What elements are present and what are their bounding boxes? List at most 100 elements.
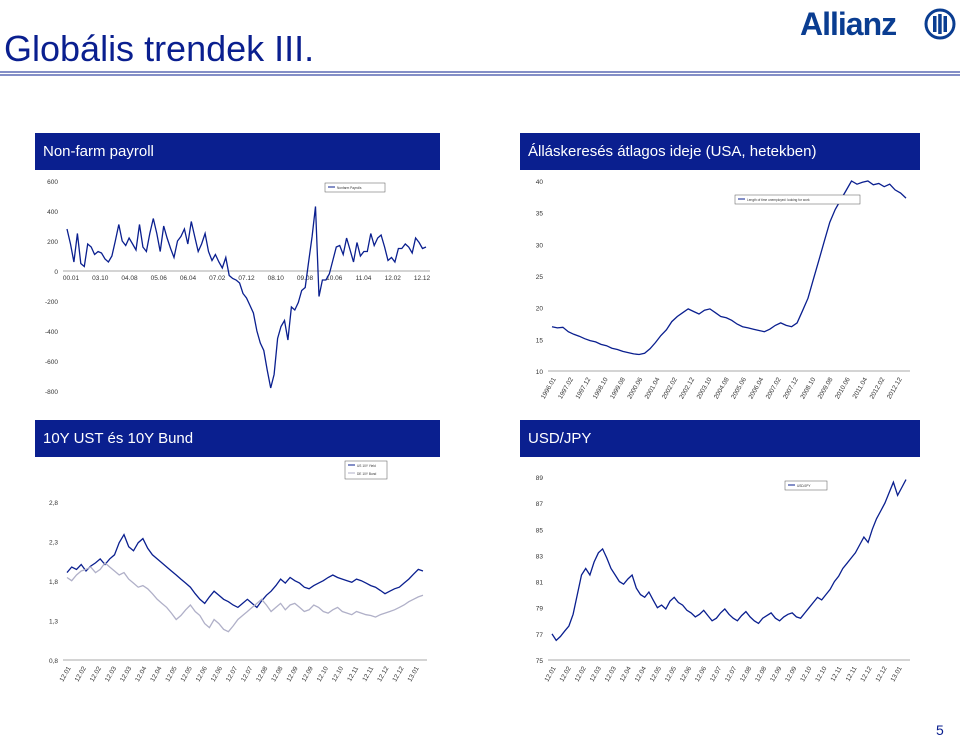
x-tick-label: 11.04 xyxy=(356,275,372,282)
y-tick-label: 20 xyxy=(536,306,544,313)
y-tick-label: 89 xyxy=(536,475,544,482)
x-tick-label: 07.12 xyxy=(238,275,255,282)
x-tick-label: 1996.01 xyxy=(540,376,558,400)
y-tick-label: 15 xyxy=(536,337,544,344)
x-tick-label: 12.05 xyxy=(664,665,678,683)
x-tick-label: 2003.10 xyxy=(696,376,714,400)
x-tick-label: 12.02 xyxy=(385,275,402,282)
x-tick-label: 1997.02 xyxy=(557,376,575,400)
y-tick-label: 83 xyxy=(536,553,544,560)
x-tick-label: 12.04 xyxy=(149,665,163,683)
x-tick-label: 12.09 xyxy=(301,665,315,683)
x-tick-label: 07.02 xyxy=(209,275,226,282)
y-tick-label: 2,3 xyxy=(49,540,58,547)
panel-title: 10Y UST és 10Y Bund xyxy=(35,420,440,457)
x-tick-label: 12.03 xyxy=(119,665,133,683)
x-tick-label: 12.05 xyxy=(180,665,194,683)
y-tick-label: 2,8 xyxy=(49,500,58,507)
x-tick-label: 12.03 xyxy=(604,665,618,683)
x-tick-label: 03.10 xyxy=(92,275,109,282)
x-tick-label: 2007.12 xyxy=(782,376,800,400)
y-tick-label: 30 xyxy=(536,242,544,249)
x-tick-label: 2005.06 xyxy=(730,376,748,400)
series-line-0 xyxy=(551,180,907,356)
y-tick-label: 79 xyxy=(536,606,544,613)
x-tick-label: 12.11 xyxy=(361,665,375,683)
legend-box xyxy=(324,182,386,193)
x-tick-label: 2002.02 xyxy=(661,376,679,400)
logo-text: Allianz xyxy=(800,6,897,42)
y-tick-label: 35 xyxy=(536,211,544,218)
title-underline xyxy=(0,71,960,76)
x-tick-label: 12.02 xyxy=(559,665,573,683)
y-tick-label: 75 xyxy=(536,658,544,665)
x-tick-label: 12.12 xyxy=(414,275,431,282)
panel-title: Álláskeresés átlagos ideje (USA, hetekbe… xyxy=(520,133,920,170)
x-tick-label: 12.05 xyxy=(164,665,178,683)
y-tick-label: 10 xyxy=(536,369,544,376)
x-tick-label: 2002.12 xyxy=(678,376,696,400)
x-tick-label: 12.09 xyxy=(285,665,299,683)
x-tick-label: 12.11 xyxy=(845,665,859,683)
x-tick-label: 12.08 xyxy=(739,665,753,683)
x-tick-label: 12.12 xyxy=(391,665,405,683)
x-tick-label: 2012.12 xyxy=(886,376,904,400)
x-tick-label: 12.07 xyxy=(225,665,239,683)
x-tick-label: 1998.10 xyxy=(592,376,610,400)
x-tick-label: 12.07 xyxy=(709,665,723,683)
x-tick-label: 12.02 xyxy=(74,665,88,683)
x-tick-label: 12.02 xyxy=(574,665,588,683)
y-tick-label: 25 xyxy=(536,274,544,281)
legend-label: Nonfarm Payrolls xyxy=(337,186,362,190)
x-tick-label: 12.02 xyxy=(89,665,103,683)
bond-yield-chart: 2,82,31,81,30,812.01 12.02 12.02 12.03 12.03… xyxy=(49,460,427,683)
x-tick-label: 12.09 xyxy=(784,665,798,683)
series-line-0 xyxy=(66,206,427,389)
y-tick-label: 1,3 xyxy=(49,619,58,626)
y-tick-label: -800 xyxy=(45,389,58,396)
series-line-1 xyxy=(66,561,424,633)
y-tick-label: -600 xyxy=(45,359,58,366)
x-tick-label: 12.03 xyxy=(589,665,603,683)
unemployment-duration-panel: Álláskeresés átlagos ideje (USA, hetekbe… xyxy=(520,133,920,418)
panel-title: USD/JPY xyxy=(520,420,920,457)
legend-label: US 10Y Yield xyxy=(357,464,376,468)
x-tick-label: 12.12 xyxy=(859,665,873,683)
x-tick-label: 2008.10 xyxy=(799,376,817,400)
x-tick-label: 2009.08 xyxy=(817,376,835,400)
x-tick-label: 12.06 xyxy=(195,665,209,683)
x-tick-label: 09.08 xyxy=(297,275,314,282)
nonfarm-payroll-panel: Non-farm payroll 600 400 200 0 -200 -400 -600 -… xyxy=(35,133,440,408)
page-number: 5 xyxy=(936,722,944,738)
panel-title: Non-farm payroll xyxy=(35,133,440,170)
x-tick-label: 12.04 xyxy=(134,665,148,683)
x-tick-label: 12.01 xyxy=(59,665,73,683)
y-tick-label: 400 xyxy=(47,209,58,216)
legend-label: DE 10Y Bund xyxy=(357,472,376,476)
x-tick-label: 12.06 xyxy=(679,665,693,683)
y-tick-label: -400 xyxy=(45,329,58,336)
x-tick-label: 12.12 xyxy=(874,665,888,683)
allianz-eagle-icon xyxy=(924,8,956,40)
y-tick-label: 85 xyxy=(536,527,544,534)
y-tick-label: 0,8 xyxy=(49,658,58,665)
legend-box xyxy=(784,480,828,491)
x-tick-label: 12.08 xyxy=(255,665,269,683)
x-tick-label: 12.07 xyxy=(240,665,254,683)
x-tick-label: 04.08 xyxy=(121,275,138,282)
x-tick-label: 12.11 xyxy=(346,665,360,683)
series-line-0 xyxy=(66,533,424,609)
y-tick-label: 0 xyxy=(54,269,58,276)
x-tick-label: 12.08 xyxy=(270,665,284,683)
x-tick-label: 2006.04 xyxy=(748,376,766,400)
x-tick-label: 12.10 xyxy=(814,665,828,683)
legend-box xyxy=(344,460,388,480)
x-tick-label: 12.06 xyxy=(210,665,224,683)
x-tick-label: 12.10 xyxy=(316,665,330,683)
x-tick-label: 12.06 xyxy=(694,665,708,683)
y-tick-label: 77 xyxy=(536,632,544,639)
x-tick-label: 06.04 xyxy=(180,275,197,282)
x-tick-label: 2010.06 xyxy=(834,376,852,400)
